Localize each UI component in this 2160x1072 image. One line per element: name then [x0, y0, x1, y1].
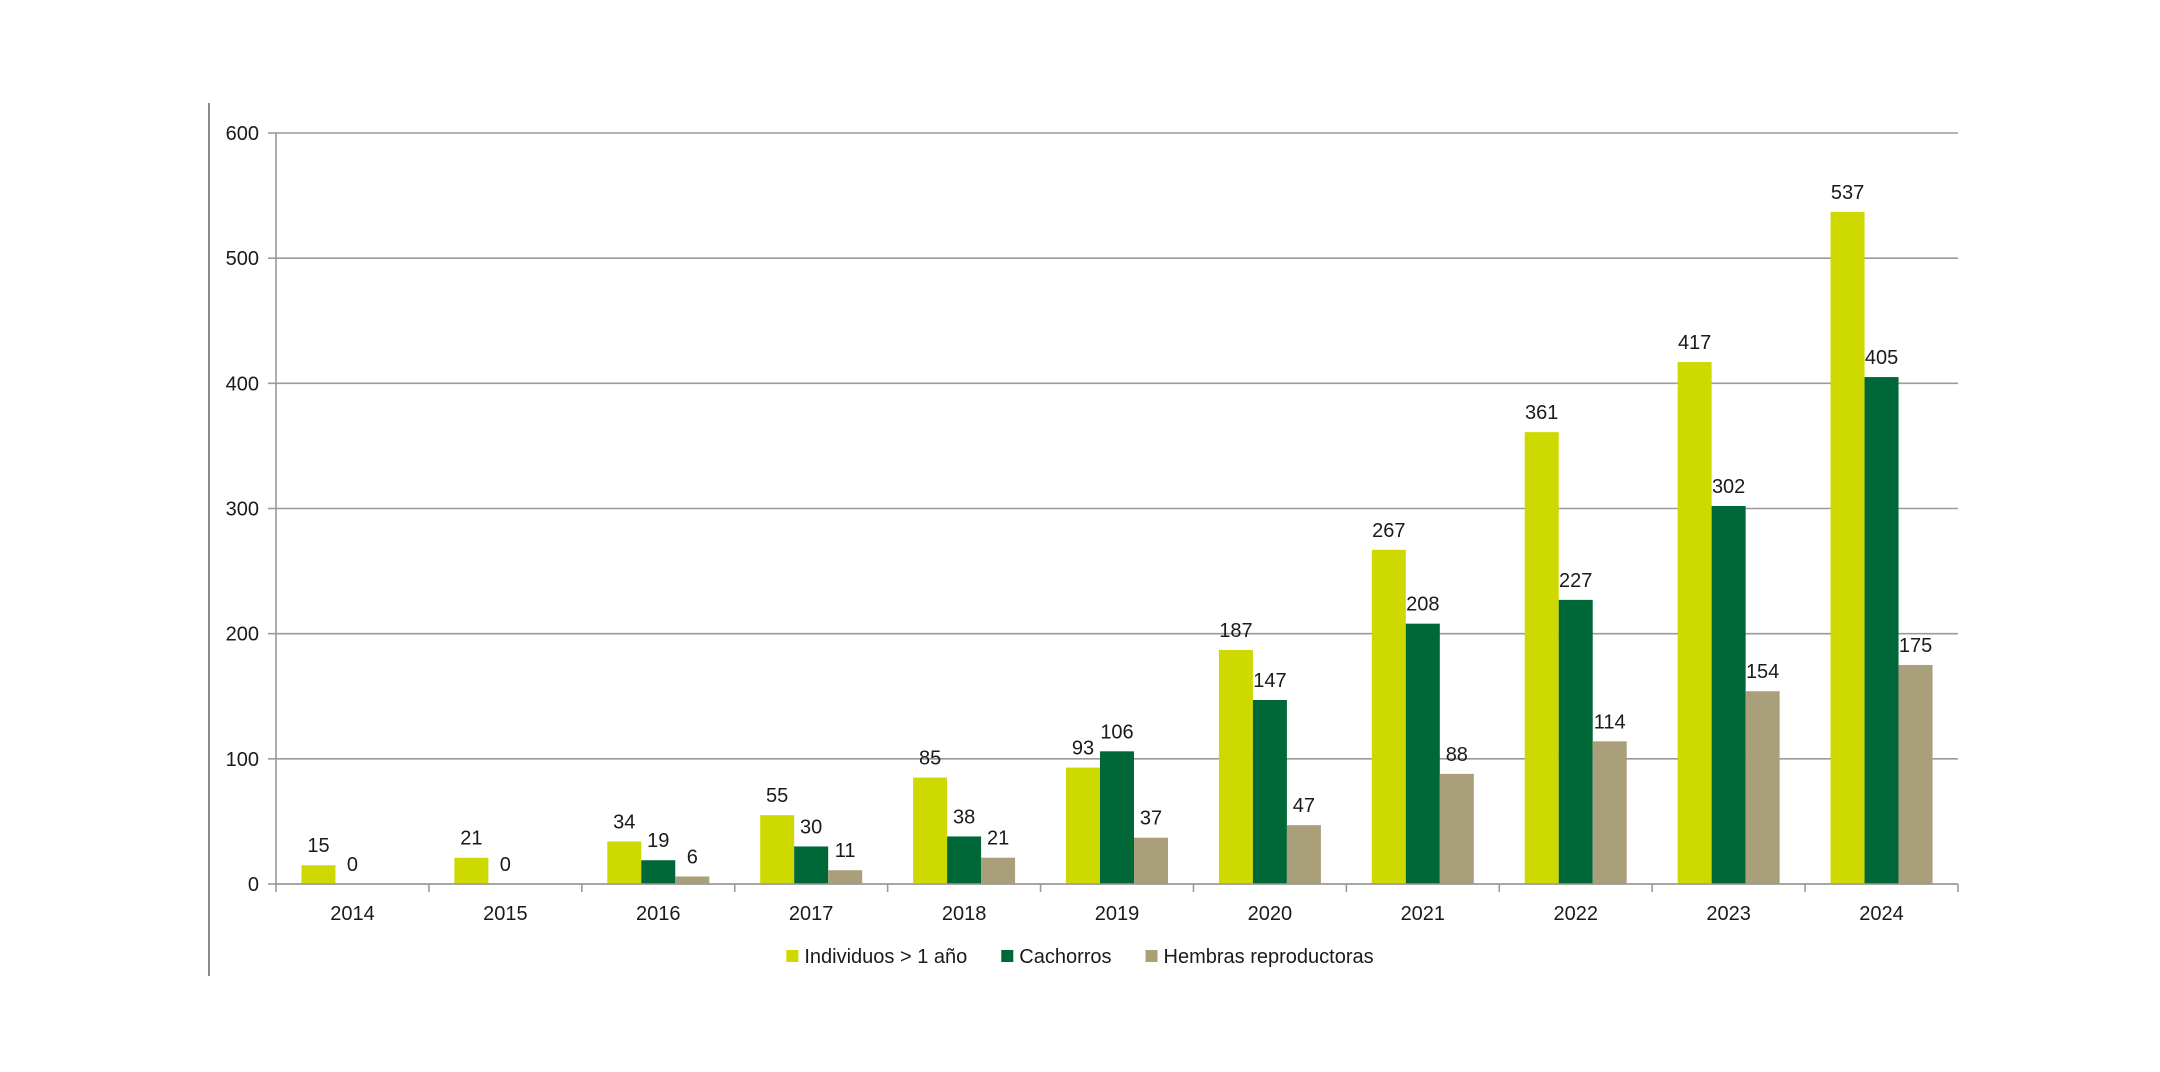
data-label: 15	[307, 835, 329, 857]
bar-2019-series-2	[1134, 837, 1168, 884]
bar-2019-series-0	[1066, 767, 1100, 884]
data-label: 55	[766, 785, 788, 807]
data-label: 93	[1072, 738, 1094, 760]
data-label: 114	[1594, 711, 1626, 733]
data-label: 147	[1253, 670, 1286, 692]
x-tick-label: 2014	[330, 903, 375, 925]
bar-2020-series-0	[1218, 649, 1253, 884]
bar-2016-series-0	[607, 841, 642, 884]
data-label: 21	[460, 828, 482, 850]
data-label: 361	[1525, 402, 1558, 424]
bar-2017-series-1	[794, 846, 829, 884]
data-label: 175	[1899, 635, 1932, 657]
data-label: 0	[500, 854, 511, 876]
legend-swatch-1	[1001, 950, 1014, 962]
data-label: 34	[613, 811, 635, 833]
y-tick-label: 500	[226, 248, 259, 270]
bar-2018-series-0	[913, 777, 948, 884]
legend-label-1: Cachorros	[1019, 946, 1111, 968]
data-label: 21	[987, 828, 1009, 850]
bar-2024-series-0	[1830, 211, 1865, 885]
x-tick-label: 2018	[942, 903, 987, 925]
x-tick-label: 2016	[636, 903, 681, 925]
data-label: 208	[1406, 594, 1439, 616]
bar-2024-series-1	[1864, 377, 1899, 884]
x-tick-label: 2024	[1859, 903, 1904, 925]
legend: Individuos > 1 año Cachorros Hembras repro…	[786, 946, 1374, 968]
bar-2019-series-1	[1100, 751, 1134, 884]
data-label: 405	[1865, 347, 1898, 369]
data-label: 267	[1372, 520, 1405, 542]
bar-2024-series-2	[1898, 664, 1933, 884]
bar-2023-series-0	[1677, 362, 1712, 884]
legend-label-2: Hembras reproductoras	[1164, 946, 1374, 968]
bar-2023-series-1	[1711, 505, 1746, 884]
data-label: 537	[1831, 182, 1864, 204]
x-tick-label: 2015	[483, 903, 528, 925]
y-tick-label: 200	[226, 624, 259, 646]
bar-2020-series-1	[1252, 700, 1287, 884]
data-label: 19	[647, 830, 669, 852]
data-label: 0	[347, 854, 358, 876]
x-tick-label: 2019	[1095, 903, 1140, 925]
data-label: 38	[953, 806, 975, 828]
data-label: 154	[1746, 661, 1779, 683]
data-label: 30	[800, 816, 822, 838]
data-label: 37	[1140, 808, 1162, 830]
y-tick-label: 400	[226, 373, 259, 395]
bar-2022-series-0	[1524, 432, 1559, 884]
bar-2023-series-2	[1745, 691, 1780, 884]
data-label: 6	[687, 846, 698, 868]
data-label: 11	[835, 840, 856, 862]
legend-label-0: Individuos > 1 año	[804, 946, 967, 968]
bar-2016-series-1	[641, 860, 676, 884]
bar-2016-series-2	[675, 876, 710, 884]
data-label: 417	[1678, 332, 1711, 354]
y-tick-label: 600	[226, 123, 259, 145]
x-tick-label: 2022	[1553, 903, 1598, 925]
data-label: 85	[919, 748, 941, 770]
y-tick-label: 100	[226, 749, 259, 771]
y-tick-label: 0	[248, 874, 259, 896]
bar-2017-series-2	[828, 870, 863, 884]
x-tick-label: 2023	[1706, 903, 1751, 925]
bar-2022-series-1	[1558, 599, 1593, 884]
x-tick-label: 2020	[1248, 903, 1293, 925]
data-label: 302	[1712, 476, 1745, 498]
data-label: 187	[1219, 620, 1252, 642]
bar-2018-series-1	[947, 836, 982, 884]
data-label: 47	[1293, 795, 1315, 817]
bar-2021-series-2	[1439, 773, 1474, 884]
data-label: 106	[1100, 721, 1133, 743]
legend-swatch-0	[786, 950, 799, 962]
bar-2022-series-2	[1592, 741, 1627, 884]
y-tick-label: 300	[226, 499, 259, 521]
x-tick-label: 2021	[1401, 903, 1446, 925]
bar-2021-series-1	[1405, 623, 1440, 884]
bar-2021-series-0	[1371, 549, 1406, 884]
bar-2020-series-2	[1286, 825, 1321, 884]
bar-2017-series-0	[760, 815, 795, 884]
bar-2014-series-0	[301, 865, 336, 884]
bar-2018-series-2	[981, 857, 1016, 884]
data-label: 88	[1446, 744, 1468, 766]
legend-swatch-2	[1145, 950, 1158, 962]
x-tick-label: 2017	[789, 903, 834, 925]
data-label: 227	[1559, 570, 1592, 592]
bar-2015-series-0	[454, 857, 489, 884]
